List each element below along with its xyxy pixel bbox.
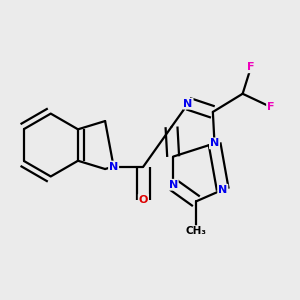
Text: F: F — [247, 62, 255, 72]
Text: N: N — [169, 180, 178, 190]
Text: O: O — [139, 195, 148, 205]
Text: CH₃: CH₃ — [186, 226, 207, 236]
Text: N: N — [210, 138, 219, 148]
Text: F: F — [267, 102, 274, 112]
Text: N: N — [109, 161, 118, 172]
Text: N: N — [183, 99, 193, 109]
Text: N: N — [218, 185, 227, 195]
